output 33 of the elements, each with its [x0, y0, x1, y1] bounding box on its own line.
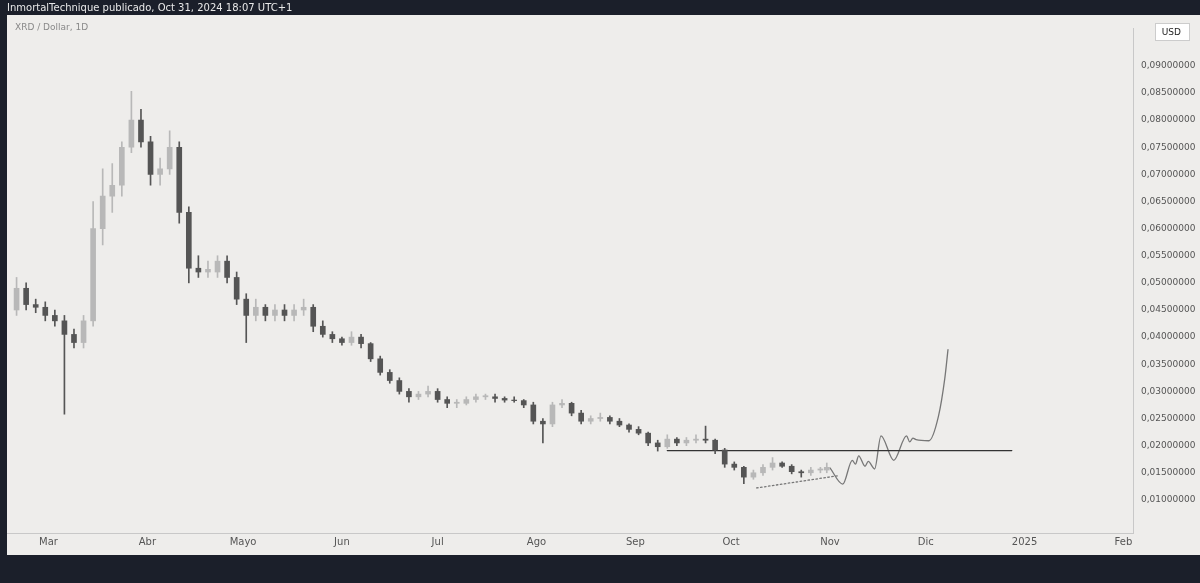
y-tick-label: 0,02500000: [1141, 412, 1196, 423]
y-tick-label: 0,02000000: [1141, 439, 1196, 450]
x-tick-label: Dic: [917, 535, 934, 547]
y-tick-label: 0,09000000: [1141, 60, 1196, 71]
x-tick-label: Jul: [430, 535, 444, 547]
y-tick-label: 0,08000000: [1141, 114, 1196, 125]
y-tick-label: 0,01000000: [1141, 494, 1196, 505]
x-tick-label: 2025: [1011, 535, 1038, 547]
y-tick-label: 0,05000000: [1141, 277, 1196, 288]
x-tick-label: Jun: [333, 535, 350, 547]
y-tick-label: 0,03000000: [1141, 385, 1196, 396]
y-tick-label: 0,05500000: [1141, 250, 1196, 261]
x-tick-label: Mayo: [229, 535, 257, 547]
x-tick-label: Sep: [625, 535, 645, 547]
x-tick-label: Oct: [722, 535, 740, 547]
y-tick-label: 0,08500000: [1141, 87, 1196, 98]
y-tick-label: 0,07500000: [1141, 141, 1196, 152]
y-tick-label: 0,06000000: [1141, 222, 1196, 233]
chart-title: XRD / Dollar, 1D: [15, 22, 89, 32]
y-tick-label: 0,07000000: [1141, 168, 1196, 179]
text: InmortalTechnique publicado, Oct 31, 2024 18:07 UTC+1: [7, 1, 293, 14]
x-tick-label: Nov: [820, 535, 840, 547]
y-tick-label: 0,04500000: [1141, 304, 1196, 315]
candlestick: [492, 393, 498, 403]
y-tick-label: 0,06500000: [1141, 195, 1196, 206]
x-tick-label: Ago: [526, 535, 547, 547]
y-tick-label: 0,01500000: [1141, 467, 1196, 478]
y-tick-label: 0,04000000: [1141, 331, 1196, 342]
y-tick-label: 0,03500000: [1141, 358, 1196, 369]
x-tick-label: Abr: [138, 535, 157, 547]
x-tick-label: Mar: [39, 535, 59, 547]
y-axis-title: USD: [1154, 23, 1190, 41]
x-tick-label: Feb: [1114, 535, 1133, 547]
